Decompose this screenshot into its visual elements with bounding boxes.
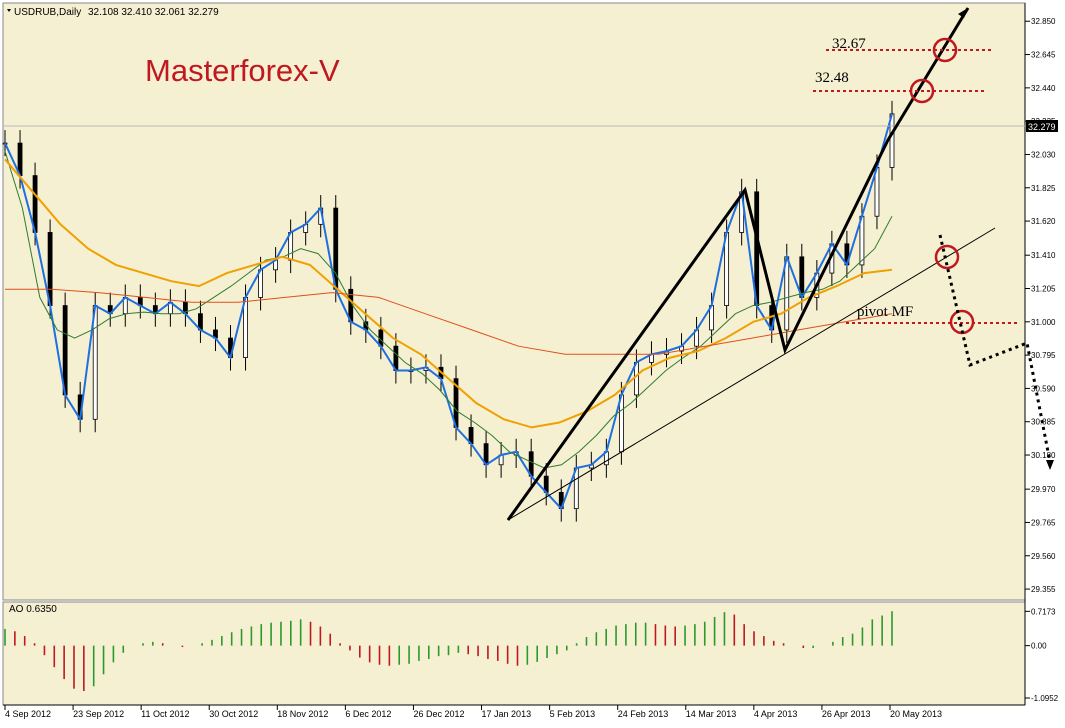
ao-label: AO 0.6350: [9, 604, 57, 615]
y-tick-label: 32.030: [1031, 150, 1056, 159]
x-tick-label: 17 Jan 2013: [482, 709, 532, 719]
x-tick-label: 20 May 2013: [890, 709, 942, 719]
x-tick-label: 4 Sep 2012: [5, 709, 51, 719]
candle-body: [889, 113, 895, 168]
y-tick-label: 31.825: [1031, 184, 1056, 193]
wave-lines: [506, 7, 970, 521]
y-tick-label: 31.205: [1031, 285, 1056, 294]
y-tick-label: 29.560: [1031, 552, 1056, 561]
symbol-label: USDRUB,Daily: [14, 7, 81, 18]
support-trendline: [507, 227, 996, 521]
watermark-label: Masterforex-V: [145, 53, 340, 88]
y-tick-label: 29.355: [1031, 585, 1056, 594]
x-tick-label: 5 Feb 2013: [550, 709, 596, 719]
series-line-2: [4, 158, 893, 429]
x-axis: 4 Sep 2012 23 Sep 2012 11 Oct 2012 30 Oct 2…: [4, 705, 942, 719]
ao-tick-label: 0.7173: [1031, 607, 1056, 616]
y-tick-label: 31.620: [1031, 217, 1056, 226]
target-label-2: 32.48: [815, 70, 849, 86]
x-tick-label: 26 Apr 2013: [822, 709, 871, 719]
arrow-head-icon: [958, 8, 968, 18]
current-price-box: [1026, 120, 1058, 132]
ao-histogram: [4, 611, 893, 692]
x-tick-label: 30 Oct 2012: [209, 709, 258, 719]
x-tick-label: 6 Dec 2012: [345, 709, 391, 719]
y-tick-label: 32.440: [1031, 84, 1056, 93]
annotations: 32.67 32.48 pivot MF: [506, 7, 1054, 521]
pivot-label: pivot MF: [857, 304, 913, 320]
y-tick-label: 31.410: [1031, 251, 1056, 260]
y-tick-label: 30.590: [1031, 384, 1056, 393]
y-tick-label: 32.850: [1031, 17, 1056, 26]
current-price-label: 32.279: [1028, 122, 1056, 132]
y-tick-label: 30.795: [1031, 351, 1056, 360]
x-tick-label: 14 Mar 2013: [686, 709, 737, 719]
dropdown-triangle-icon[interactable]: [7, 9, 11, 12]
x-tick-label: 23 Sep 2012: [73, 709, 124, 719]
pivot-circle-1: [934, 244, 960, 270]
projection-dotted-line: [938, 234, 1052, 463]
series-line-3: [5, 288, 893, 355]
x-tick-label: 18 Nov 2012: [277, 709, 328, 719]
main-panel: [2, 2, 1026, 601]
y-tick-label: 31.000: [1031, 318, 1056, 327]
target-circle-1: [932, 37, 958, 63]
y-tick-label: 29.765: [1031, 518, 1056, 527]
y-tick-label: 32.645: [1031, 51, 1056, 60]
header: USDRUB,Daily 32.108 32.410 32.061 32.279: [7, 7, 219, 18]
ohlc-header: 32.108 32.410 32.061 32.279: [88, 7, 219, 18]
y-tick-label: 29.970: [1031, 485, 1056, 494]
series-line-0: [4, 113, 893, 511]
y-tick-label: 30.180: [1031, 451, 1056, 460]
projection-arrow-icon: [1046, 460, 1054, 470]
x-tick-label: 11 Oct 2012: [141, 709, 189, 719]
ao-panel: [2, 601, 1026, 706]
ao-tick-label: -1.0952: [1031, 694, 1059, 703]
ao-tick-label: 0.00: [1031, 642, 1047, 651]
ao-axis: 0.7173 0.00 -1.0952: [1025, 607, 1059, 703]
series-line-1: [4, 151, 893, 469]
target-circle-2: [909, 78, 935, 104]
x-tick-label: 24 Feb 2013: [618, 709, 669, 719]
x-tick-label: 26 Dec 2012: [413, 709, 464, 719]
target-label-1: 32.67: [832, 36, 866, 52]
moving-averages: [4, 113, 893, 511]
x-tick-label: 4 Apr 2013: [754, 709, 798, 719]
